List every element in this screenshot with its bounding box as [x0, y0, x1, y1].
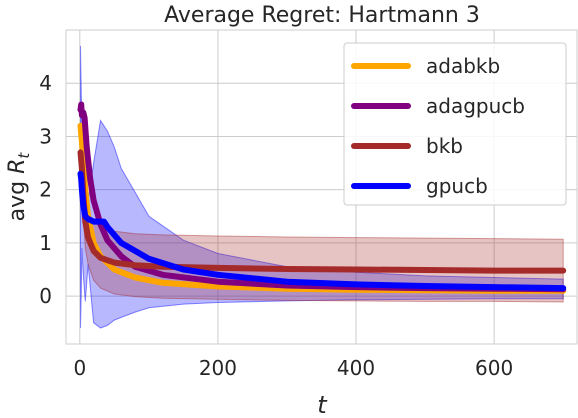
legend-label-adagpucb: adagpucb — [426, 94, 525, 118]
x-tick-label: 400 — [337, 356, 375, 380]
y-tick-label: 1 — [39, 231, 52, 255]
band-gpucb — [80, 45, 564, 329]
plot-frame — [65, 29, 578, 345]
legend-label-gpucb: gpucb — [426, 174, 488, 198]
chart-title: Average Regret: Hartmann 3 — [164, 3, 480, 28]
y-axis-label-sub: t — [15, 152, 33, 159]
legend-box — [343, 42, 567, 206]
y-axis-label: avg Rt — [5, 152, 33, 222]
series-lines — [77, 101, 567, 294]
y-tick-label: 4 — [39, 71, 52, 95]
tick-labels: 0 200 400 600 0 1 2 3 4 — [39, 71, 513, 380]
y-tick-label: 0 — [39, 284, 52, 308]
line-gpucb — [77, 170, 567, 292]
y-axis-label-var: R — [5, 159, 30, 174]
x-tick-label: 600 — [475, 356, 513, 380]
y-axis-label-main: avg — [5, 174, 30, 221]
y-tick-label: 3 — [39, 124, 52, 148]
x-tick-label: 0 — [73, 356, 86, 380]
legend: adabkb adagpucb bkb gpucb — [343, 42, 567, 206]
legend-label-bkb: bkb — [426, 134, 463, 158]
legend-entries: adabkb adagpucb bkb gpucb — [351, 54, 525, 198]
x-axis-label: t — [317, 391, 328, 418]
legend-label-adabkb: adabkb — [426, 54, 500, 78]
x-tick-label: 200 — [199, 356, 237, 380]
y-tick-label: 2 — [39, 178, 52, 202]
